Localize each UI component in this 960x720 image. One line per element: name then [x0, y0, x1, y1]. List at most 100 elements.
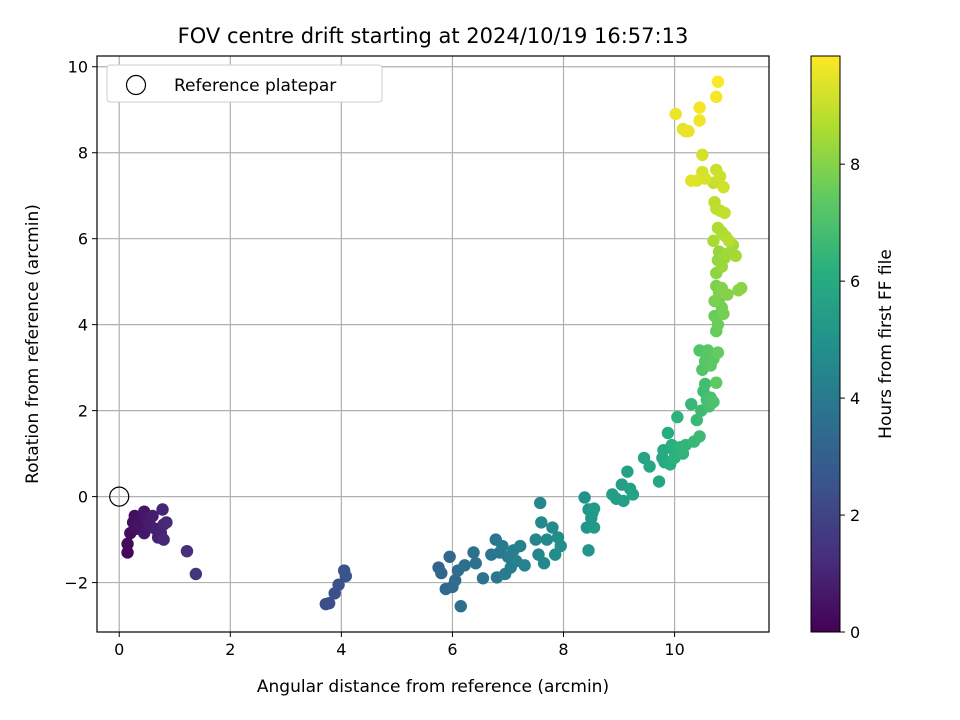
- data-point: [332, 578, 345, 591]
- data-point: [693, 114, 706, 127]
- data-point: [661, 426, 675, 440]
- data-point: [696, 148, 709, 162]
- x-tick-label: 6: [447, 640, 457, 659]
- x-tick-label: 8: [558, 640, 568, 659]
- y-tick-label: −2: [64, 574, 88, 593]
- data-point: [476, 572, 490, 585]
- y-tick-label: 8: [78, 144, 88, 163]
- data-point: [682, 125, 695, 138]
- y-tick-label: 0: [78, 488, 88, 507]
- x-tick-label: 10: [664, 640, 684, 659]
- data-point: [685, 174, 698, 187]
- data-point: [621, 465, 634, 478]
- data-point: [435, 566, 448, 580]
- data-point: [729, 249, 742, 263]
- colorbar-tick-label: 8: [850, 155, 860, 174]
- data-point: [156, 503, 169, 516]
- x-tick-label: 4: [336, 640, 346, 659]
- data-point: [496, 539, 509, 553]
- data-point: [693, 430, 706, 443]
- data-point: [690, 413, 704, 427]
- data-point: [554, 539, 567, 553]
- data-point: [669, 107, 682, 121]
- data-point: [121, 537, 134, 551]
- data-point: [710, 376, 723, 389]
- data-point: [578, 491, 591, 504]
- data-point: [713, 170, 727, 183]
- data-point: [540, 533, 554, 546]
- data-point: [157, 533, 170, 546]
- colorbar-tick-label: 4: [850, 389, 860, 408]
- data-point: [469, 557, 482, 570]
- plot-frame: [96, 55, 770, 633]
- data-point: [146, 509, 159, 523]
- x-axis-label: Angular distance from reference (arcmin): [257, 677, 609, 697]
- data-point: [685, 397, 698, 411]
- data-point: [711, 318, 725, 331]
- colorbar-tick-label: 2: [850, 506, 860, 525]
- y-axis-ticks: −2 0 2 4 6 8 10: [64, 58, 97, 593]
- y-tick-label: 6: [78, 230, 88, 249]
- data-point: [587, 521, 601, 534]
- data-point: [735, 281, 748, 295]
- data-point: [626, 488, 640, 501]
- data-point: [454, 600, 467, 613]
- data-point: [533, 496, 547, 510]
- colorbar-label: Hours from first FF file: [876, 249, 896, 439]
- reference-marker-icon: [125, 74, 147, 96]
- x-tick-label: 0: [114, 640, 124, 659]
- data-point: [721, 288, 734, 301]
- y-tick-label: 2: [78, 402, 88, 421]
- chart-title: FOV centre drift starting at 2024/10/19 …: [178, 24, 689, 48]
- data-point: [467, 546, 480, 559]
- data-point: [707, 395, 720, 409]
- data-point: [711, 346, 725, 359]
- colorbar-gradient: [810, 55, 841, 633]
- data-point: [546, 521, 559, 534]
- legend: Reference platepar: [106, 64, 383, 103]
- y-tick-label: 10: [68, 58, 88, 77]
- x-tick-label: 2: [225, 640, 235, 659]
- y-tick-label: 4: [78, 316, 88, 335]
- colorbar: 0 2 4 6 8 Hours from first FF file: [810, 55, 896, 642]
- data-point: [711, 75, 725, 88]
- data-point: [717, 180, 730, 194]
- legend-box: [106, 64, 383, 103]
- colorbar-tick-label: 6: [850, 272, 860, 291]
- data-point: [707, 234, 720, 248]
- colorbar-ticks: 0 2 4 6 8: [840, 155, 860, 642]
- data-point: [587, 502, 601, 515]
- data-point: [717, 307, 730, 321]
- data-point: [617, 494, 630, 508]
- data-point: [518, 559, 531, 572]
- data-point: [121, 546, 134, 559]
- data-point: [693, 101, 706, 114]
- data-point: [458, 559, 471, 572]
- y-axis-label: Rotation from reference (arcmin): [23, 204, 43, 484]
- data-point: [339, 569, 353, 583]
- reference-platepar-marker: [109, 486, 130, 507]
- data-point: [671, 410, 684, 424]
- data-point: [513, 539, 527, 553]
- data-point: [718, 206, 731, 220]
- data-point: [698, 377, 712, 391]
- data-point: [443, 550, 456, 563]
- data-point: [322, 597, 336, 610]
- data-point: [449, 574, 462, 587]
- data-point: [535, 516, 548, 529]
- data-point: [722, 234, 736, 248]
- data-point: [529, 533, 542, 546]
- x-axis-ticks: 0 2 4 6 8 10: [114, 632, 685, 659]
- colorbar-tick-label: 0: [850, 623, 860, 642]
- grid: [97, 56, 769, 632]
- data-point: [180, 544, 194, 558]
- data-point: [537, 557, 551, 570]
- data-point: [652, 475, 666, 488]
- data-points: [109, 75, 748, 613]
- data-point: [643, 460, 656, 473]
- data-point: [189, 567, 203, 581]
- data-point: [160, 516, 173, 529]
- data-point: [582, 544, 595, 557]
- legend-entry-reference: Reference platepar: [174, 76, 336, 96]
